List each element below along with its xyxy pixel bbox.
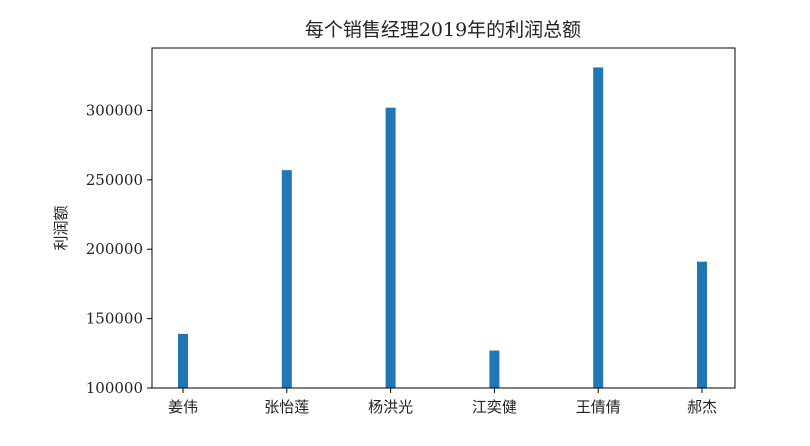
y-tick-label: 300000 <box>86 101 143 119</box>
y-tick-label: 150000 <box>86 310 143 328</box>
bars-group <box>178 67 707 389</box>
y-tick-label: 200000 <box>86 240 143 258</box>
bar-4 <box>593 67 604 388</box>
x-tick-label: 王倩倩 <box>576 398 621 416</box>
y-tick-label: 100000 <box>86 379 143 397</box>
x-axis-ticks: 姜伟 张怡莲 杨洪光 江奕健 王倩倩 郝杰 <box>168 388 717 416</box>
x-tick-label: 江奕健 <box>472 398 517 416</box>
x-tick-label: 郝杰 <box>687 398 717 416</box>
y-tick-label: 250000 <box>86 171 143 189</box>
bar-1 <box>281 170 292 388</box>
chart-title: 每个销售经理2019年的利润总额 <box>305 19 581 41</box>
x-tick-label: 姜伟 <box>168 398 198 416</box>
plot-frame <box>151 47 736 389</box>
bar-2 <box>385 107 396 389</box>
x-tick-label: 张怡莲 <box>264 398 309 416</box>
bar-3 <box>489 350 500 388</box>
y-axis-ticks: 100000 150000 200000 250000 300000 <box>86 101 152 397</box>
bar-5 <box>697 261 707 388</box>
bar-0 <box>178 333 188 388</box>
x-tick-label: 杨洪光 <box>368 398 413 416</box>
y-axis-label: 利润额 <box>52 205 70 250</box>
